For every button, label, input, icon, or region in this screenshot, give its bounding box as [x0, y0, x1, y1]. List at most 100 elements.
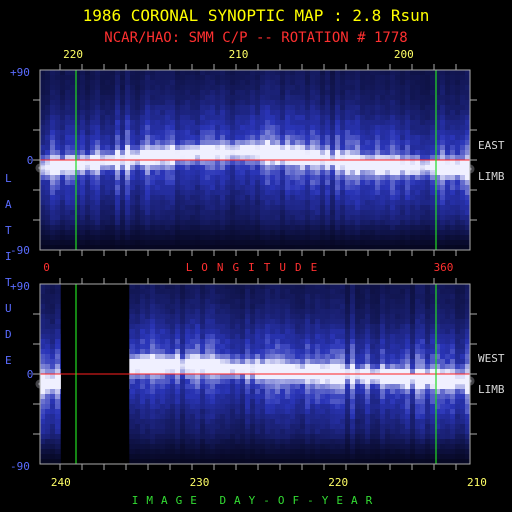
east-limb-map-cell: [130, 235, 136, 241]
east-limb-map-cell: [100, 110, 106, 116]
east-limb-map-cell: [160, 115, 166, 121]
east-limb-map-cell: [90, 240, 96, 246]
east-limb-map-cell: [210, 135, 216, 141]
east-limb-map-cell: [400, 120, 406, 126]
west-limb-map-cell: [180, 349, 186, 355]
east-limb-map-cell: [445, 110, 451, 116]
east-limb-map-cell: [55, 185, 61, 191]
west-limb-map-cell: [200, 434, 206, 440]
west-limb-map-cell: [235, 439, 241, 445]
west-limb-map-cell: [275, 294, 281, 300]
east-limb-map-cell: [95, 200, 101, 206]
east-limb-map-cell: [255, 200, 261, 206]
east-limb-map-cell: [95, 70, 101, 76]
east-limb-map-cell: [415, 70, 421, 76]
east-limb-map-cell: [425, 115, 431, 121]
west-limb-map-cell: [155, 449, 161, 455]
east-limb-map-cell: [175, 240, 181, 246]
east-limb-map-cell: [85, 110, 91, 116]
east-limb-map-cell: [150, 190, 156, 196]
west-limb-map-cell: [170, 444, 176, 450]
east-limb-map-cell: [445, 85, 451, 91]
east-limb-map-cell: [190, 240, 196, 246]
east-limb-map-cell: [150, 195, 156, 201]
east-limb-map-cell: [390, 200, 396, 206]
east-limb-map-cell: [305, 230, 311, 236]
east-limb-map-cell: [315, 145, 321, 151]
west-limb-map-cell: [290, 434, 296, 440]
east-limb-map-cell: [395, 70, 401, 76]
west-limb-map-cell: [210, 454, 216, 460]
west-limb-map-cell: [245, 364, 251, 370]
west-limb-map-cell: [285, 374, 291, 380]
east-limb-map-cell: [350, 70, 356, 76]
east-limb-map-cell: [205, 185, 211, 191]
west-limb-map-cell: [245, 424, 251, 430]
east-limb-map-cell: [400, 110, 406, 116]
east-limb-map-cell: [365, 105, 371, 111]
east-limb-map-cell: [375, 195, 381, 201]
east-limb-map-cell: [385, 105, 391, 111]
east-limb-map-cell: [365, 220, 371, 226]
east-limb-map-cell: [110, 95, 116, 101]
east-limb-map-cell: [290, 215, 296, 221]
east-limb-map-cell: [415, 110, 421, 116]
east-limb-map-cell: [180, 165, 186, 171]
west-limb-map-cell: [135, 394, 141, 400]
east-limb-map-cell: [140, 135, 146, 141]
west-limb-map-cell: [130, 454, 136, 460]
west-limb-map-cell: [130, 299, 136, 305]
east-limb-map-cell: [395, 245, 401, 251]
west-limb-map-cell: [200, 314, 206, 320]
east-limb-map-cell: [95, 165, 101, 171]
east-limb-map-cell: [130, 105, 136, 111]
east-limb-map-cell: [410, 80, 416, 86]
west-limb-map-cell: [175, 384, 181, 390]
west-limb-map-cell: [225, 354, 231, 360]
east-limb-map-cell: [455, 230, 461, 236]
west-limb-map-cell: [260, 339, 266, 345]
east-limb-map-cell: [45, 100, 51, 106]
east-limb-map-cell: [390, 85, 396, 91]
west-limb-map-cell: [285, 329, 291, 335]
east-limb-map-cell: [195, 90, 201, 96]
east-limb-map-cell: [390, 105, 396, 111]
west-limb-map-cell: [265, 294, 271, 300]
east-limb-map-cell: [175, 110, 181, 116]
east-limb-map-cell: [450, 100, 456, 106]
east-limb-map-cell: [340, 220, 346, 226]
east-limb-map-cell: [420, 235, 426, 241]
east-limb-map-cell: [330, 115, 336, 121]
west-limb-map-cell: [215, 454, 221, 460]
west-limb-map-cell: [210, 319, 216, 325]
east-limb-map-cell: [155, 160, 161, 166]
east-limb-map-cell: [185, 230, 191, 236]
east-limb-map-cell: [95, 190, 101, 196]
west-limb-map-cell: [170, 374, 176, 380]
west-limb-map-cell: [255, 439, 261, 445]
east-limb-map-cell: [310, 80, 316, 86]
east-limb-map-cell: [460, 125, 466, 131]
east-limb-map-cell: [420, 190, 426, 196]
east-limb-map-cell: [150, 165, 156, 171]
east-limb-map-cell: [260, 195, 266, 201]
west-limb-map-cell: [275, 424, 281, 430]
east-limb-map-cell: [110, 165, 116, 171]
east-limb-map-cell: [220, 215, 226, 221]
west-limb-map-cell: [290, 319, 296, 325]
east-limb-map-cell: [225, 140, 231, 146]
east-limb-map-cell: [240, 170, 246, 176]
east-limb-map-cell: [380, 205, 386, 211]
east-limb-map-cell: [395, 215, 401, 221]
east-limb-map-cell: [255, 180, 261, 186]
east-limb-map-cell: [200, 160, 206, 166]
east-limb-map-cell: [190, 140, 196, 146]
east-limb-map-cell: [120, 195, 126, 201]
west-limb-map-cell: [225, 339, 231, 345]
east-limb-map-cell: [155, 140, 161, 146]
east-limb-map-cell: [450, 210, 456, 216]
west-limb-map-cell: [260, 314, 266, 320]
east-limb-map-cell: [350, 95, 356, 101]
east-limb-map-cell: [170, 210, 176, 216]
west-limb-map-cell: [40, 309, 46, 315]
